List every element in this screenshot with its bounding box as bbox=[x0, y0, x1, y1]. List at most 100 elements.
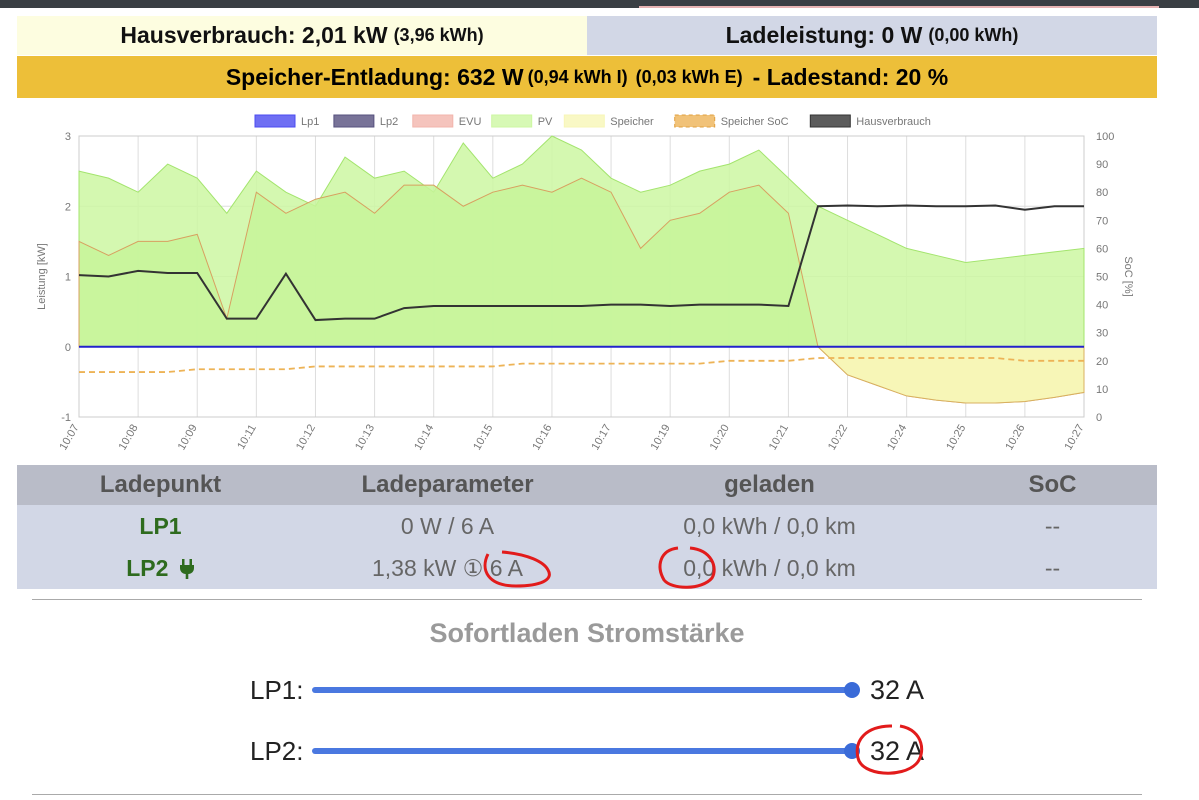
x-tick-label: 10:09 bbox=[176, 423, 200, 453]
lp2-slider-row: LP2: 32 A bbox=[250, 731, 924, 771]
sofortladen-title: Sofortladen Stromstärke bbox=[429, 618, 745, 648]
y-tick-label: 2 bbox=[65, 201, 71, 213]
y2-axis-label: SoC [%] bbox=[1122, 256, 1134, 296]
ladestand-value: - Ladestand: 20 % bbox=[752, 63, 949, 90]
hausverbrauch-energy: (3,96 kWh) bbox=[393, 25, 484, 45]
ladeleistung-value: Ladeleistung: 0 W bbox=[725, 22, 923, 48]
y2-tick-label: 80 bbox=[1096, 187, 1108, 199]
speicher-export: (0,03 kWh E) bbox=[635, 66, 743, 87]
speicher-value: Speicher-Entladung: 632 W bbox=[225, 63, 524, 90]
legend-label: Speicher SoC bbox=[721, 116, 789, 128]
lp1-soc: -- bbox=[948, 505, 1157, 547]
status-row-1: Hausverbrauch: 2,01 kW (3,96 kWh) Ladele… bbox=[17, 16, 1157, 55]
lp1-label: LP1 bbox=[139, 512, 182, 539]
y2-tick-label: 100 bbox=[1096, 131, 1114, 143]
y2-tick-label: 10 bbox=[1096, 384, 1108, 396]
x-tick-label: 10:26 bbox=[1003, 423, 1027, 453]
speicher-import: (0,94 kWh I) bbox=[527, 66, 628, 87]
table-header-row: Ladepunkt Ladeparameter geladen SoC bbox=[17, 465, 1157, 505]
legend-label: Lp1 bbox=[301, 116, 319, 128]
legend-swatch bbox=[412, 114, 454, 128]
x-tick-label: 10:11 bbox=[235, 423, 259, 452]
hausverbrauch-card: Hausverbrauch: 2,01 kW (3,96 kWh) bbox=[17, 16, 587, 55]
plug-icon bbox=[179, 558, 194, 579]
tab-accent bbox=[639, 0, 1159, 8]
y-tick-label: 3 bbox=[65, 131, 71, 143]
lp2-param: 1,38 kW ① 6 A bbox=[304, 547, 591, 589]
x-tick-label: 10:24 bbox=[885, 423, 909, 453]
lp1-geladen: 0,0 kWh / 0,0 km bbox=[591, 505, 948, 547]
y2-tick-label: 0 bbox=[1096, 412, 1102, 424]
y2-tick-label: 60 bbox=[1096, 243, 1108, 255]
y-axis-label: Leistung [kW] bbox=[36, 243, 48, 310]
series-speicher-negative-area bbox=[788, 346, 1085, 404]
y-tick-label: 1 bbox=[65, 272, 71, 284]
legend-label: EVU bbox=[459, 116, 482, 128]
lp2-label: LP2 bbox=[126, 554, 169, 581]
x-tick-label: 10:12 bbox=[294, 423, 318, 453]
x-tick-label: 10:27 bbox=[1062, 423, 1086, 453]
lp2-slider-label: LP2: bbox=[250, 735, 304, 766]
header-geladen: geladen bbox=[591, 465, 948, 505]
y2-tick-label: 70 bbox=[1096, 215, 1108, 227]
lp2-soc: -- bbox=[948, 547, 1157, 589]
legend-swatch bbox=[809, 114, 851, 128]
x-tick-label: 10:25 bbox=[944, 423, 968, 453]
legend-swatch bbox=[674, 114, 716, 128]
x-tick-label: 10:22 bbox=[826, 423, 850, 453]
table-row: LP2 1,38 kW ① 6 A 0,0 kWh / 0,0 km -- bbox=[17, 547, 1157, 589]
divider-bottom bbox=[32, 794, 1142, 795]
lp2-name: LP2 bbox=[17, 547, 304, 589]
ladeleistung-card: Ladeleistung: 0 W (0,00 kWh) bbox=[587, 16, 1157, 55]
lp1-slider-row: LP1: 32 A bbox=[250, 670, 924, 710]
header-soc: SoC bbox=[948, 465, 1157, 505]
lp1-slider-handle[interactable] bbox=[844, 682, 860, 698]
speicher-card: Speicher-Entladung: 632 W (0,94 kWh I) (… bbox=[17, 56, 1157, 98]
x-tick-label: 10:20 bbox=[708, 423, 732, 453]
table-row: LP1 0 W / 6 A 0,0 kWh / 0,0 km -- bbox=[17, 505, 1157, 547]
legend-label: PV bbox=[538, 116, 553, 128]
y2-tick-label: 20 bbox=[1096, 356, 1108, 368]
ladepunkt-table: Ladepunkt Ladeparameter geladen SoC LP1 … bbox=[17, 465, 1157, 589]
lp1-slider-value: 32 A bbox=[870, 674, 925, 705]
legend-label: Lp2 bbox=[380, 116, 398, 128]
ladeleistung-energy: (0,00 kWh) bbox=[928, 25, 1019, 45]
series-soc-line bbox=[79, 357, 1084, 373]
y-tick-label: 0 bbox=[65, 342, 71, 354]
x-tick-label: 10:17 bbox=[589, 423, 613, 453]
legend-swatch bbox=[333, 114, 375, 128]
lp1-name: LP1 bbox=[17, 505, 304, 547]
x-tick-label: 10:08 bbox=[117, 423, 141, 453]
header-ladeparameter: Ladeparameter bbox=[304, 465, 591, 505]
header-ladepunkt: Ladepunkt bbox=[17, 465, 304, 505]
lp2-slider-value: 32 A bbox=[870, 735, 925, 766]
legend-swatch bbox=[491, 114, 533, 128]
y-tick-label: -1 bbox=[61, 412, 71, 424]
divider-top bbox=[32, 599, 1142, 600]
x-tick-label: 10:15 bbox=[471, 423, 495, 453]
lp2-current-slider[interactable] bbox=[312, 743, 860, 759]
x-tick-label: 10:16 bbox=[530, 423, 554, 453]
hausverbrauch-value: Hausverbrauch: 2,01 kW bbox=[120, 22, 388, 48]
lp2-geladen: 0,0 kWh / 0,0 km bbox=[591, 547, 948, 589]
legend-swatch bbox=[563, 114, 605, 128]
legend-label: Speicher bbox=[610, 116, 654, 128]
x-tick-label: 10:14 bbox=[412, 423, 436, 453]
series-hausverbrauch-line bbox=[78, 204, 1084, 322]
y2-tick-label: 30 bbox=[1096, 328, 1108, 340]
x-tick-label: 10:07 bbox=[57, 423, 81, 453]
legend-label: Hausverbrauch bbox=[856, 116, 931, 128]
legend-swatch bbox=[254, 114, 296, 128]
lp1-slider-label: LP1: bbox=[250, 674, 304, 705]
x-tick-label: 10:13 bbox=[353, 423, 377, 453]
lp1-current-slider[interactable] bbox=[312, 682, 860, 698]
x-tick-label: 10:21 bbox=[767, 423, 791, 453]
x-tick-label: 10:19 bbox=[649, 423, 673, 453]
y2-tick-label: 50 bbox=[1096, 272, 1108, 284]
y2-tick-label: 40 bbox=[1096, 300, 1108, 312]
y2-tick-label: 90 bbox=[1096, 159, 1108, 171]
browser-top-bar bbox=[0, 0, 1199, 8]
lp2-slider-handle[interactable] bbox=[844, 743, 860, 759]
lp1-param: 0 W / 6 A bbox=[304, 505, 591, 547]
